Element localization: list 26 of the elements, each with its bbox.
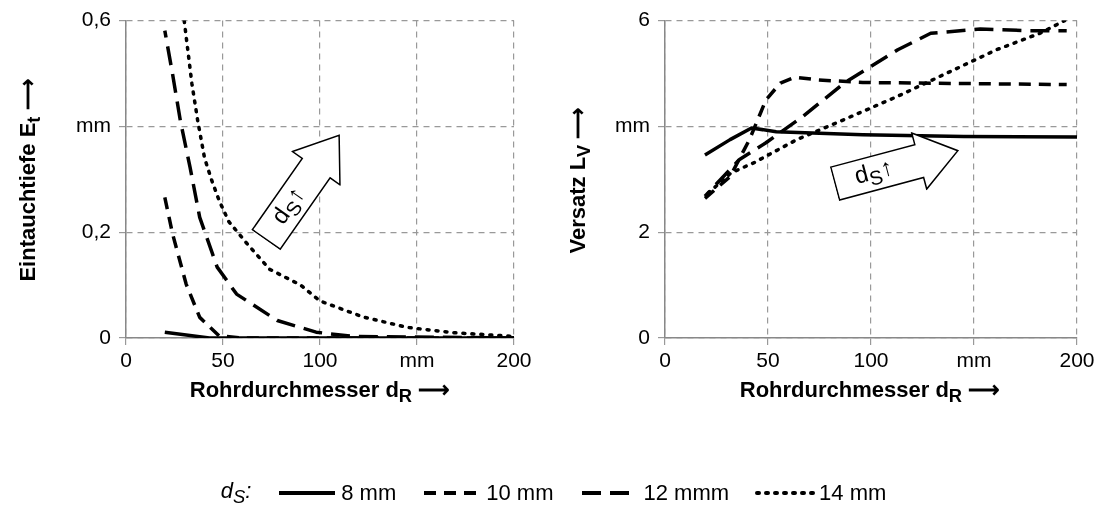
legend-label: 10 mm <box>486 480 554 507</box>
y-tick-label: 0,6 <box>81 7 111 31</box>
x-tick-label: 200 <box>1059 348 1095 372</box>
x-tick-label: 50 <box>211 348 235 372</box>
legend-label: 8 mm <box>341 480 397 507</box>
legend-label: 14 mm <box>819 480 887 507</box>
x-tick-label: 100 <box>853 348 889 372</box>
x-tick-label: 0 <box>120 348 132 372</box>
x-tick-label: 50 <box>756 348 780 372</box>
y-tick-label: 0 <box>638 324 650 348</box>
y-tick-label: 6 <box>638 7 650 31</box>
x-tick-label: 0 <box>659 348 671 372</box>
legend-label: 12 mmm <box>643 480 730 507</box>
x-axis-title: Rohrdurchmesser d$_{R}$ ⟶ <box>739 376 1001 408</box>
legend-title: d$_{S}$: <box>220 478 252 509</box>
y-tick-label: mm <box>615 113 650 137</box>
x-tick-label: 200 <box>496 348 532 372</box>
annotation: d$_{S}$↑ <box>851 151 897 192</box>
x-tick-label: 100 <box>302 348 338 372</box>
y-tick-label: 0 <box>99 324 111 348</box>
x-tick-label: mm <box>399 348 435 372</box>
x-axis-title: Rohrdurchmesser d$_{R}$ ⟶ <box>189 376 451 408</box>
x-tick-label: mm <box>956 348 992 372</box>
y-tick-label: 2 <box>638 219 650 242</box>
y-tick-label: mm <box>76 113 111 137</box>
y-tick-label: 0,2 <box>81 219 111 242</box>
